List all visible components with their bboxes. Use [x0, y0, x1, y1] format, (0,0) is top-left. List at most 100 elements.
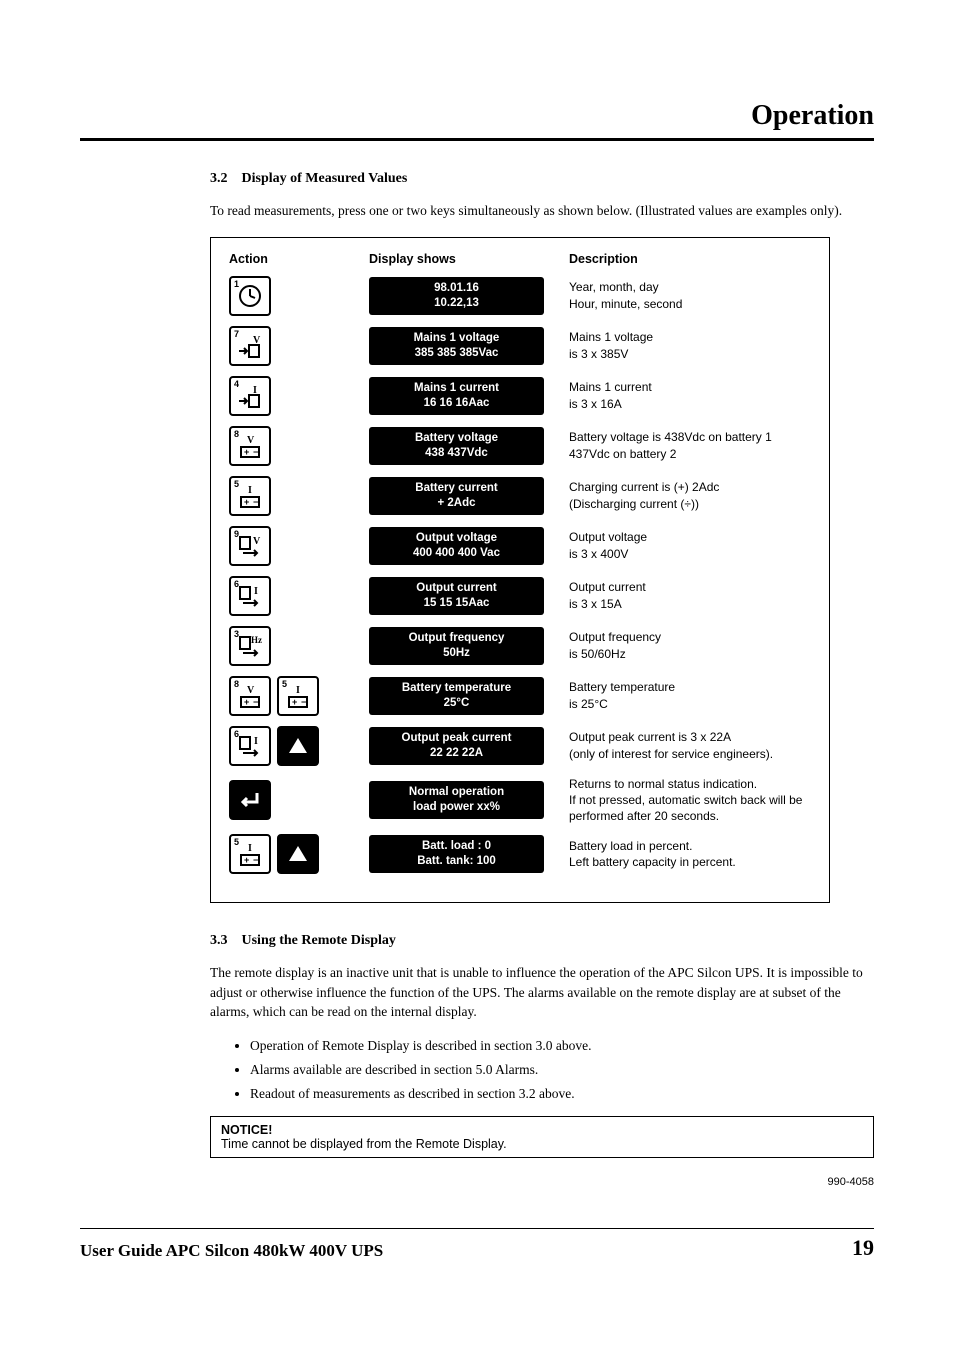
clock-icon	[237, 283, 263, 309]
action-cell: 1	[229, 276, 369, 316]
action-cell	[229, 780, 369, 820]
table-header: Action Display shows Description	[229, 252, 811, 266]
keypad-key: 3	[229, 626, 271, 666]
action-cell: 6	[229, 726, 369, 766]
action-cell: 5	[229, 834, 369, 874]
measurements-table: Action Display shows Description 1 98.01.…	[210, 237, 830, 904]
keypad-key: 1	[229, 276, 271, 316]
display-pill: Normal operationload power xx%	[369, 781, 544, 819]
keypad-key: 4	[229, 376, 271, 416]
table-row: Normal operationload power xx% Returns to…	[229, 776, 811, 825]
vin-icon	[237, 333, 263, 359]
display-cell: Output current15 15 15Aac	[369, 577, 569, 615]
doc-number: 990-4058	[210, 1176, 874, 1188]
keypad-key	[277, 834, 319, 874]
action-cell: 4	[229, 376, 369, 416]
up-icon	[285, 841, 311, 867]
key-number: 4	[234, 379, 239, 389]
action-cell: 8	[229, 426, 369, 466]
display-cell: Batt. load : 0Batt. tank: 100	[369, 835, 569, 873]
page-number: 19	[852, 1235, 874, 1261]
key-number: 1	[234, 279, 239, 289]
section-intro: To read measurements, press one or two k…	[210, 201, 874, 221]
display-pill: Battery voltage438 437Vdc	[369, 427, 544, 465]
display-cell: Mains 1 voltage385 385 385Vac	[369, 327, 569, 365]
key-number: 6	[234, 579, 239, 589]
display-pill: 98.01.1610.22,13	[369, 277, 544, 315]
chapter-title: Operation	[80, 100, 874, 132]
keypad-key	[277, 726, 319, 766]
action-cell: 3	[229, 626, 369, 666]
keypad-key: 9	[229, 526, 271, 566]
display-cell: 98.01.1610.22,13	[369, 277, 569, 315]
action-cell: 6	[229, 576, 369, 616]
page-footer: User Guide APC Silcon 480kW 400V UPS 19	[80, 1228, 874, 1261]
action-cell: 5	[229, 476, 369, 516]
notice-heading: NOTICE!	[221, 1123, 863, 1137]
bullet-item: Readout of measurements as described in …	[250, 1086, 874, 1102]
iout-icon	[237, 733, 263, 759]
bullet-item: Alarms available are described in sectio…	[250, 1062, 874, 1078]
description-cell: Battery load in percent.Left battery cap…	[569, 838, 811, 870]
section-heading-32: 3.2 Display of Measured Values	[210, 171, 874, 187]
display-cell: Output peak current22 22 22A	[369, 727, 569, 765]
header-display: Display shows	[369, 252, 569, 266]
description-cell: Battery voltage is 438Vdc on battery 143…	[569, 429, 811, 461]
vbat-icon	[237, 683, 263, 709]
display-pill: Batt. load : 0Batt. tank: 100	[369, 835, 544, 873]
display-cell: Mains 1 current16 16 16Aac	[369, 377, 569, 415]
table-row: 6 Output peak current22 22 22A Output peak…	[229, 726, 811, 766]
header-desc: Description	[569, 252, 811, 266]
display-cell: Output frequency50Hz	[369, 627, 569, 665]
description-cell: Returns to normal status indication.If n…	[569, 776, 811, 825]
ibat-icon	[285, 683, 311, 709]
key-number: 8	[234, 429, 239, 439]
up-icon	[285, 733, 311, 759]
hz-icon	[237, 633, 263, 659]
display-pill: Mains 1 voltage385 385 385Vac	[369, 327, 544, 365]
action-cell: 7	[229, 326, 369, 366]
display-pill: Output current15 15 15Aac	[369, 577, 544, 615]
table-row: 6Output current15 15 15AacOutput current…	[229, 576, 811, 616]
section-heading-33: 3.3 Using the Remote Display	[210, 933, 874, 949]
display-cell: Battery current+ 2Adc	[369, 477, 569, 515]
section-title: Using the Remote Display	[242, 933, 396, 948]
display-cell: Battery voltage438 437Vdc	[369, 427, 569, 465]
display-pill: Output peak current22 22 22A	[369, 727, 544, 765]
header-action: Action	[229, 252, 369, 266]
key-number: 5	[234, 837, 239, 847]
table-row: 8 Battery voltage438 437Vdc Battery voltag…	[229, 426, 811, 466]
table-row: 5Battery current+ 2AdcCharging current i…	[229, 476, 811, 516]
keypad-key: 8	[229, 676, 271, 716]
keypad-key: 5	[277, 676, 319, 716]
keypad-key	[229, 780, 271, 820]
description-cell: Mains 1 voltageis 3 x 385V	[569, 329, 811, 361]
keypad-key: 6	[229, 726, 271, 766]
iout-icon	[237, 583, 263, 609]
key-number: 6	[234, 729, 239, 739]
bullet-list: Operation of Remote Display is described…	[250, 1038, 874, 1102]
description-cell: Charging current is (+) 2Adc(Discharging…	[569, 479, 811, 511]
action-cell: 9	[229, 526, 369, 566]
keypad-key: 8	[229, 426, 271, 466]
ibat-icon	[237, 841, 263, 867]
description-cell: Output peak current is 3 x 22A(only of i…	[569, 729, 811, 761]
display-cell: Battery temperature25°C	[369, 677, 569, 715]
description-cell: Year, month, dayHour, minute, second	[569, 279, 811, 311]
vbat-icon	[237, 433, 263, 459]
key-number: 9	[234, 529, 239, 539]
bullet-item: Operation of Remote Display is described…	[250, 1038, 874, 1054]
display-pill: Output frequency50Hz	[369, 627, 544, 665]
display-pill: Output voltage400 400 400 Vac	[369, 527, 544, 565]
display-pill: Battery temperature25°C	[369, 677, 544, 715]
description-cell: Output frequencyis 50/60Hz	[569, 629, 811, 661]
section-title: Display of Measured Values	[242, 171, 408, 186]
display-cell: Output voltage400 400 400 Vac	[369, 527, 569, 565]
iin-icon	[237, 383, 263, 409]
section-num: 3.2	[210, 171, 228, 186]
table-row: 3 Output frequency50Hz Output frequencyis …	[229, 626, 811, 666]
section-num: 3.3	[210, 933, 228, 948]
description-cell: Mains 1 currentis 3 x 16A	[569, 379, 811, 411]
display-pill: Mains 1 current16 16 16Aac	[369, 377, 544, 415]
key-number: 5	[282, 679, 287, 689]
